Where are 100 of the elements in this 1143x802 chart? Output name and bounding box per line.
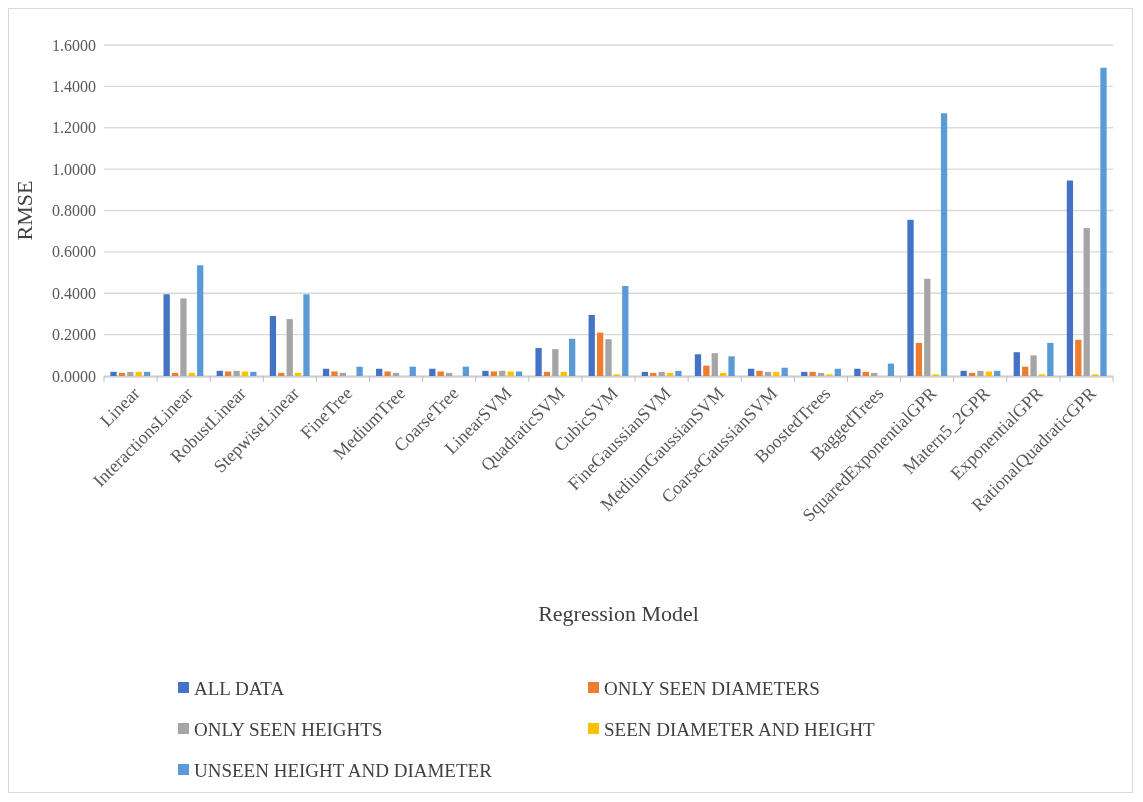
bar [747, 368, 755, 376]
bar [666, 372, 674, 376]
bar [985, 371, 992, 376]
bar [596, 332, 604, 376]
bar [977, 370, 984, 376]
bar [560, 371, 567, 376]
bar [552, 349, 559, 376]
y-tick-label: 0.8000 [52, 202, 96, 220]
y-tick-label: 0.4000 [52, 284, 96, 302]
bar [250, 371, 257, 376]
legend-label: ONLY SEEN HEIGHTS [194, 718, 383, 740]
bar [773, 371, 780, 376]
bar [834, 368, 841, 376]
bar [622, 286, 629, 376]
bar [180, 298, 187, 376]
bar [915, 342, 923, 376]
bar [118, 372, 126, 376]
bar [694, 354, 702, 376]
bar [241, 371, 249, 376]
bar [650, 372, 657, 376]
bar [127, 371, 134, 376]
bar [756, 370, 763, 376]
bar [675, 370, 682, 376]
bar [703, 365, 710, 376]
bar [384, 371, 391, 376]
bar [356, 366, 363, 376]
bar [135, 371, 142, 376]
bar [197, 265, 204, 376]
bar [871, 372, 878, 376]
bar [968, 372, 976, 376]
bar [110, 371, 117, 376]
bar [294, 372, 302, 376]
bar [143, 371, 151, 376]
bar [658, 371, 665, 376]
bar [1013, 352, 1020, 376]
bar [445, 372, 453, 376]
y-axis-title: RMSE [12, 180, 37, 241]
bar [605, 339, 612, 376]
bar [809, 371, 816, 376]
bar [233, 370, 240, 376]
bar [188, 372, 195, 376]
bar [711, 353, 718, 376]
bar [216, 370, 223, 376]
bar [720, 372, 727, 376]
bar [225, 371, 232, 376]
bar [535, 348, 542, 376]
bar [781, 367, 788, 376]
bar [515, 371, 523, 376]
bar [269, 316, 277, 376]
y-tick-label: 0.2000 [52, 326, 96, 344]
bar [801, 371, 808, 376]
bar [331, 371, 338, 376]
bar [728, 356, 735, 376]
bar [339, 372, 346, 376]
bar [588, 314, 595, 376]
bar [376, 368, 383, 376]
legend-label: ONLY SEEN DIAMETERS [604, 677, 820, 699]
y-tick-label: 1.6000 [52, 36, 96, 54]
legend-label: ALL DATA [194, 677, 285, 699]
bar [278, 372, 285, 376]
bar [482, 370, 489, 376]
bar [924, 278, 931, 376]
bar [1075, 339, 1082, 376]
bar [907, 219, 914, 376]
y-tick-label: 1.2000 [52, 119, 96, 137]
bar [462, 366, 470, 376]
bar [1083, 228, 1090, 376]
bar [303, 294, 310, 376]
bar [887, 363, 895, 376]
bar [960, 370, 967, 376]
bar [437, 371, 444, 376]
legend-label: UNSEEN HEIGHT AND DIAMETER [194, 759, 493, 781]
bar [1022, 366, 1029, 376]
bar [940, 113, 948, 376]
bar [569, 338, 576, 376]
bar [994, 370, 1001, 376]
bar [1047, 342, 1054, 376]
bar [641, 371, 648, 376]
bar [392, 372, 400, 376]
y-tick-label: 0.0000 [52, 367, 96, 385]
bar [409, 366, 416, 376]
bar [429, 368, 436, 376]
bar [1100, 67, 1107, 376]
bar [499, 370, 506, 376]
bar [507, 371, 514, 376]
y-tick-label: 0.6000 [52, 243, 96, 261]
bar [171, 372, 179, 376]
bar [862, 371, 869, 376]
bar [1030, 355, 1037, 376]
bar [490, 371, 497, 376]
bar [854, 368, 861, 376]
y-tick-label: 1.4000 [52, 77, 96, 95]
bar [1066, 180, 1074, 376]
bar [163, 294, 170, 376]
y-tick-label: 1.0000 [52, 160, 96, 178]
bar [764, 371, 772, 376]
legend-label: SEEN DIAMETER AND HEIGHT [604, 718, 876, 740]
x-axis-title: Regression Model [538, 601, 699, 626]
bar [543, 371, 551, 376]
bar [286, 319, 293, 376]
